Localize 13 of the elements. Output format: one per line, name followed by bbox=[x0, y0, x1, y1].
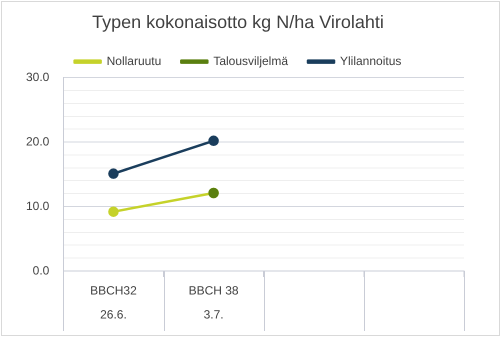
point bbox=[108, 168, 119, 179]
legend-label: Talousviljelmä bbox=[213, 54, 288, 68]
legend-label: Ylilannoitus bbox=[340, 54, 402, 68]
y-tick-label: 30.0 bbox=[26, 70, 50, 84]
x-tick-label: BBCH32 26.6. bbox=[90, 283, 138, 322]
point bbox=[208, 136, 219, 146]
point bbox=[108, 206, 119, 217]
y-tick-label: 10.0 bbox=[26, 198, 50, 213]
y-tick-label: 20.0 bbox=[26, 134, 50, 148]
chart-title: Typen kokonaisotto kg N/ha Virolahti bbox=[92, 12, 384, 32]
x-tick-label: BBCH 38 3.7. bbox=[188, 283, 239, 322]
legend-label: Nollaruutu bbox=[106, 54, 162, 68]
y-tick-label: 0.0 bbox=[32, 263, 50, 278]
